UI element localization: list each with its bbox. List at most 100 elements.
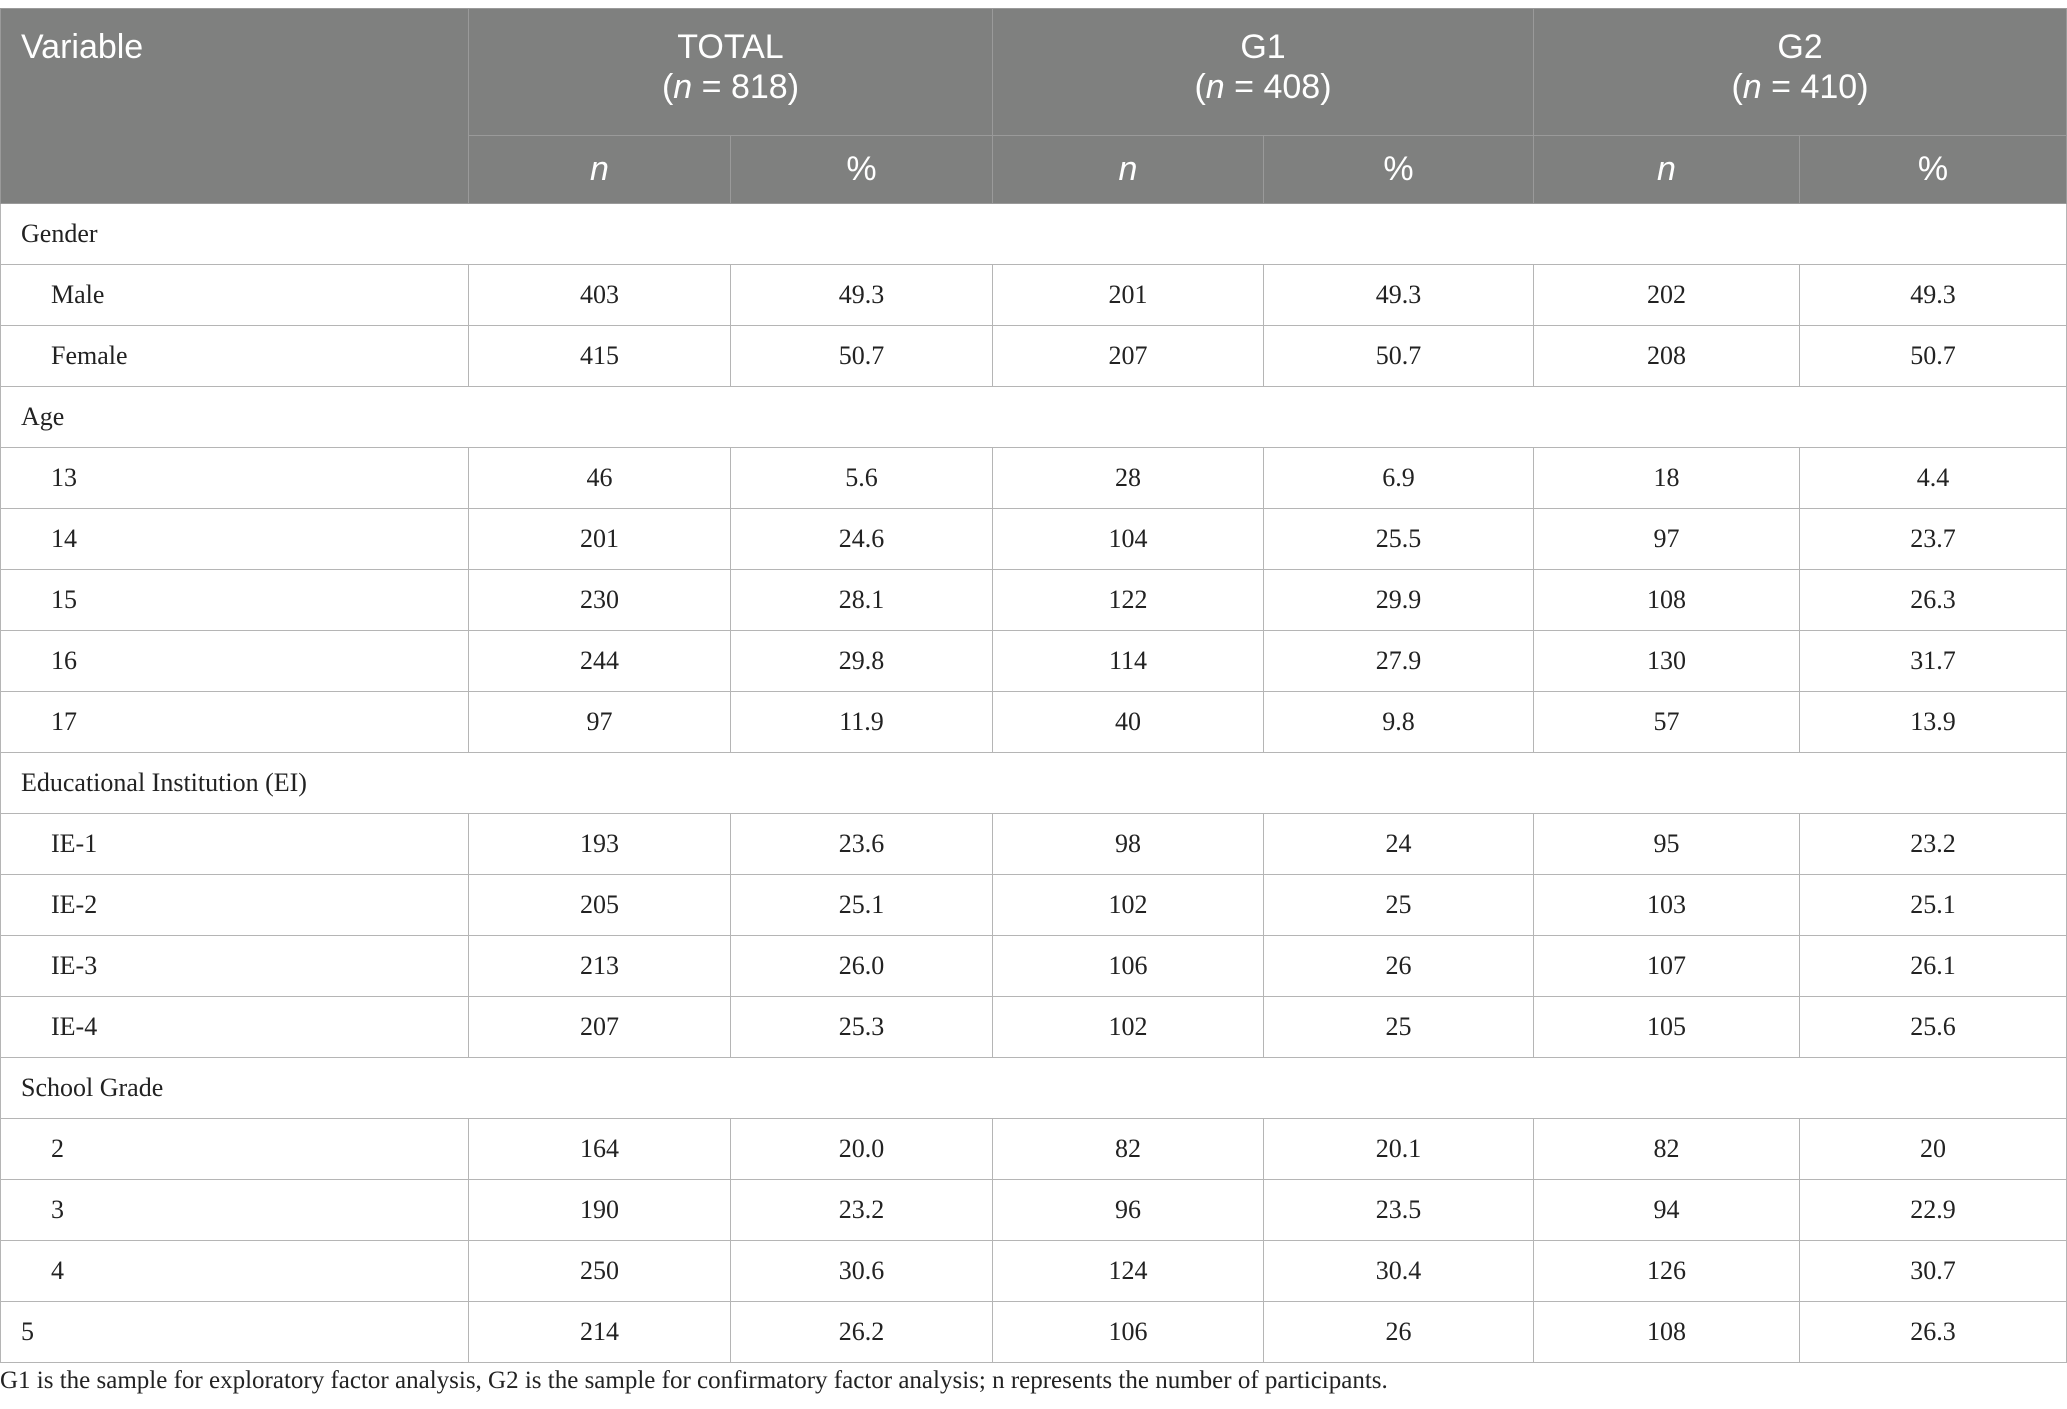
section-row: Educational Institution (EI) — [0, 752, 2067, 814]
cell-percent: 13.9 — [1799, 691, 2067, 753]
cell-n: 82 — [992, 1118, 1264, 1180]
subheader-percent: % — [1263, 135, 1534, 204]
table-row: Female 415 50.7 207 50.7 208 50.7 — [0, 325, 2067, 387]
group-name: TOTAL — [677, 28, 784, 66]
section-row: Gender — [0, 203, 2067, 265]
section-title: School Grade — [0, 1057, 2067, 1119]
cell-percent: 25 — [1263, 996, 1534, 1058]
cell-n: 107 — [1533, 935, 1800, 997]
table-row: 4 250 30.6 124 30.4 126 30.7 — [0, 1240, 2067, 1302]
cell-n: 28 — [992, 447, 1264, 509]
table-row: 5 214 26.2 106 26 108 26.3 — [0, 1301, 2067, 1363]
cell-n: 130 — [1533, 630, 1800, 692]
table-row: 14 201 24.6 104 25.5 97 23.7 — [0, 508, 2067, 570]
cell-percent: 49.3 — [1263, 264, 1534, 326]
cell-percent: 11.9 — [730, 691, 993, 753]
group-name: G1 — [1240, 28, 1286, 66]
cell-n: 106 — [992, 1301, 1264, 1363]
cell-percent: 30.7 — [1799, 1240, 2067, 1302]
cell-n: 102 — [992, 874, 1264, 936]
cell-percent: 26.3 — [1799, 1301, 2067, 1363]
cell-n: 97 — [1533, 508, 1800, 570]
row-label: 4 — [0, 1240, 469, 1302]
cell-percent: 22.9 — [1799, 1179, 2067, 1241]
cell-n: 415 — [468, 325, 731, 387]
cell-n: 205 — [468, 874, 731, 936]
group-n-label: n — [1742, 68, 1762, 106]
cell-n: 164 — [468, 1118, 731, 1180]
cell-n: 108 — [1533, 569, 1800, 631]
cell-n: 124 — [992, 1240, 1264, 1302]
row-label: 5 — [0, 1301, 469, 1363]
cell-percent: 25.5 — [1263, 508, 1534, 570]
cell-percent: 31.7 — [1799, 630, 2067, 692]
cell-percent: 28.1 — [730, 569, 993, 631]
cell-n: 207 — [468, 996, 731, 1058]
table-row: 3 190 23.2 96 23.5 94 22.9 — [0, 1179, 2067, 1241]
group-name: G2 — [1777, 28, 1823, 66]
cell-n: 190 — [468, 1179, 731, 1241]
table-row: 16 244 29.8 114 27.9 130 31.7 — [0, 630, 2067, 692]
cell-percent: 23.2 — [730, 1179, 993, 1241]
table-row: 13 46 5.6 28 6.9 18 4.4 — [0, 447, 2067, 509]
cell-percent: 23.5 — [1263, 1179, 1534, 1241]
row-label: 17 — [0, 691, 469, 753]
cell-n: 94 — [1533, 1179, 1800, 1241]
subheader-n: n — [1533, 135, 1800, 204]
cell-n: 193 — [468, 813, 731, 875]
cell-percent: 24.6 — [730, 508, 993, 570]
row-label: 15 — [0, 569, 469, 631]
cell-n: 102 — [992, 996, 1264, 1058]
table-body: Gender Male 403 49.3 201 49.3 202 49.3 Female 415… — [0, 203, 2067, 1363]
cell-percent: 26 — [1263, 1301, 1534, 1363]
cell-n: 40 — [992, 691, 1264, 753]
cell-percent: 50.7 — [730, 325, 993, 387]
header-group-total: TOTAL (n = 818) — [468, 8, 993, 136]
demographics-table: Variable TOTAL (n = 818) G1 (n = 408) G2 (n… — [0, 8, 2067, 1363]
group-n-value: = 818) — [701, 68, 800, 106]
header-group-g2: G2 (n = 410) — [1533, 8, 2067, 136]
section-title: Educational Institution (EI) — [0, 752, 2067, 814]
cell-percent: 30.6 — [730, 1240, 993, 1302]
cell-n: 126 — [1533, 1240, 1800, 1302]
cell-percent: 27.9 — [1263, 630, 1534, 692]
subheader-n: n — [468, 135, 731, 204]
cell-n: 250 — [468, 1240, 731, 1302]
cell-n: 208 — [1533, 325, 1800, 387]
cell-n: 230 — [468, 569, 731, 631]
cell-percent: 23.2 — [1799, 813, 2067, 875]
row-label: IE-1 — [0, 813, 469, 875]
cell-n: 207 — [992, 325, 1264, 387]
cell-percent: 5.6 — [730, 447, 993, 509]
cell-percent: 23.7 — [1799, 508, 2067, 570]
row-label: 3 — [0, 1179, 469, 1241]
cell-n: 106 — [992, 935, 1264, 997]
table-row: Male 403 49.3 201 49.3 202 49.3 — [0, 264, 2067, 326]
row-label: Female — [0, 325, 469, 387]
table-row: IE-2 205 25.1 102 25 103 25.1 — [0, 874, 2067, 936]
cell-n: 114 — [992, 630, 1264, 692]
cell-n: 202 — [1533, 264, 1800, 326]
cell-n: 213 — [468, 935, 731, 997]
section-row: Age — [0, 386, 2067, 448]
cell-n: 201 — [468, 508, 731, 570]
section-title: Age — [0, 386, 2067, 448]
table-row: IE-1 193 23.6 98 24 95 23.2 — [0, 813, 2067, 875]
group-n-label: n — [673, 68, 693, 106]
cell-percent: 9.8 — [1263, 691, 1534, 753]
table-row: 2 164 20.0 82 20.1 82 20 — [0, 1118, 2067, 1180]
cell-percent: 49.3 — [1799, 264, 2067, 326]
group-n-label: n — [1205, 68, 1225, 106]
table-footnote: G1 is the sample for exploratory factor … — [0, 1367, 1388, 1394]
cell-percent: 24 — [1263, 813, 1534, 875]
cell-percent: 26.1 — [1799, 935, 2067, 997]
cell-percent: 25.6 — [1799, 996, 2067, 1058]
cell-percent: 26.0 — [730, 935, 993, 997]
group-n-value: = 410) — [1771, 68, 1869, 106]
cell-n: 104 — [992, 508, 1264, 570]
cell-percent: 29.9 — [1263, 569, 1534, 631]
cell-percent: 20.1 — [1263, 1118, 1534, 1180]
cell-percent: 26 — [1263, 935, 1534, 997]
cell-n: 201 — [992, 264, 1264, 326]
cell-n: 46 — [468, 447, 731, 509]
